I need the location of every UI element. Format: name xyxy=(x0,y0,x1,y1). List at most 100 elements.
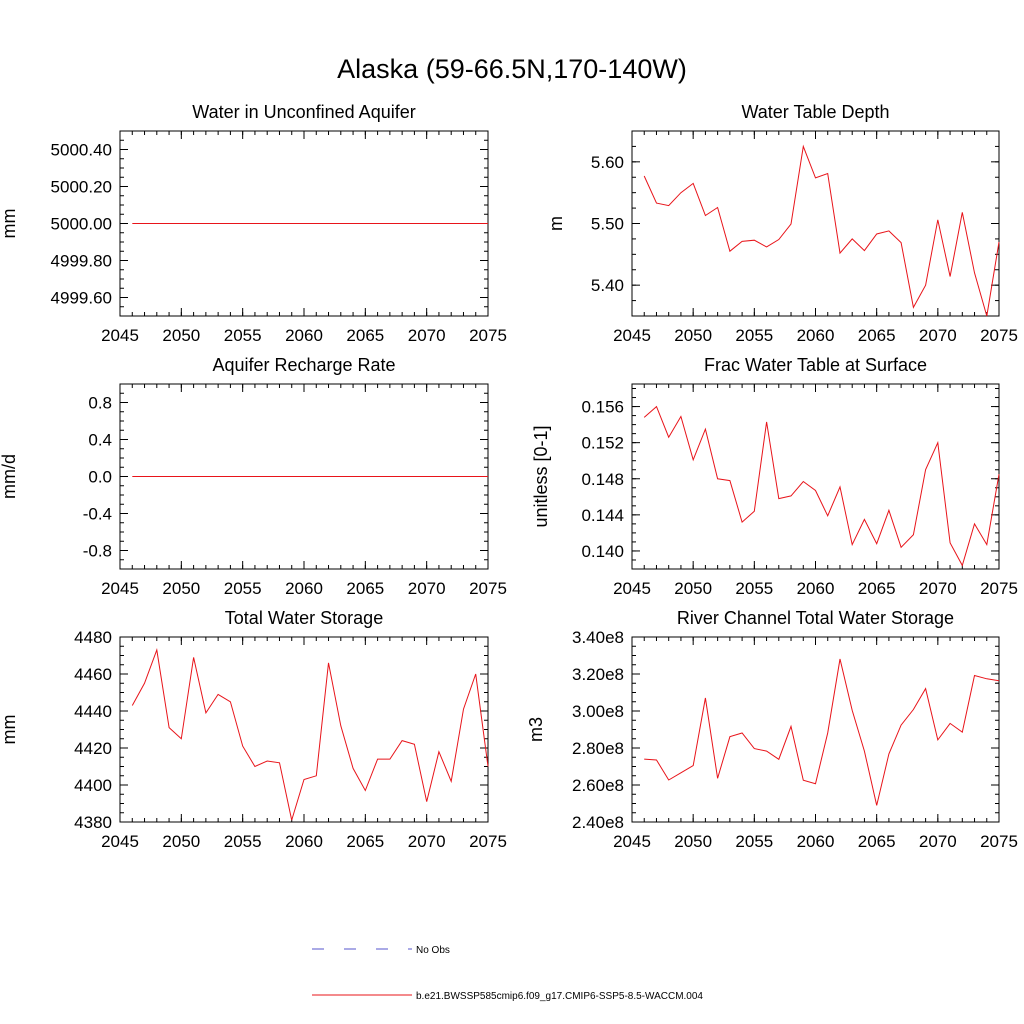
x-tick-label: 2045 xyxy=(613,326,651,345)
y-tick-label: 5000.40 xyxy=(51,141,112,160)
y-tick-label: 0.152 xyxy=(581,434,624,453)
x-tick-label: 2065 xyxy=(858,326,896,345)
legend-label-model: b.e21.BWSSP585cmip6.f09_g17.CMIP6-SSP5-8… xyxy=(416,991,703,1002)
y-tick-label: -0.8 xyxy=(83,542,112,561)
main-title: Alaska (59-66.5N,170-140W) xyxy=(337,54,687,84)
x-tick-label: 2070 xyxy=(919,326,957,345)
y-tick-label: 5000.00 xyxy=(51,215,112,234)
x-tick-label: 2075 xyxy=(469,832,507,851)
panel-title: Frac Water Table at Surface xyxy=(704,355,927,375)
y-tick-label: 4400 xyxy=(74,776,112,795)
panel-title: Total Water Storage xyxy=(225,608,383,628)
y-tick-label: 4999.60 xyxy=(51,289,112,308)
x-tick-label: 2055 xyxy=(224,579,262,598)
y-tick-label: 4999.80 xyxy=(51,252,112,271)
x-tick-label: 2075 xyxy=(980,326,1018,345)
y-tick-label: 3.00e8 xyxy=(572,702,624,721)
x-tick-label: 2045 xyxy=(613,579,651,598)
y-tick-label: 5.60 xyxy=(591,153,624,172)
y-tick-label: 2.80e8 xyxy=(572,739,624,758)
y-tick-label: -0.4 xyxy=(83,505,112,524)
y-tick-label: 2.60e8 xyxy=(572,776,624,795)
panel-river-channel-total-water-storage: 2045 2050 2055 2060 2065 2070 2075 2.40e8 2.60e8… xyxy=(526,608,1018,851)
plot-frame xyxy=(119,636,489,823)
y-tick-label: 0.0 xyxy=(88,468,112,487)
x-tick-label: 2070 xyxy=(408,579,446,598)
panel-title: Aquifer Recharge Rate xyxy=(212,355,395,375)
plot-frame xyxy=(631,383,1000,570)
x-tick-label: 2070 xyxy=(408,832,446,851)
y-tick-label: 3.20e8 xyxy=(572,665,624,684)
y-axis-label: mm/d xyxy=(0,454,19,499)
x-tick-label: 2065 xyxy=(858,579,896,598)
y-tick-label: 4460 xyxy=(74,665,112,684)
x-tick-label: 2070 xyxy=(408,326,446,345)
panel-total-water-storage: 2045 2050 2055 2060 2065 2070 2075 4380 4400 4420… xyxy=(0,608,507,851)
y-tick-label: 0.144 xyxy=(581,506,624,525)
x-tick-label: 2075 xyxy=(469,579,507,598)
series-line xyxy=(643,144,1000,317)
panel-title: Water in Unconfined Aquifer xyxy=(192,102,415,122)
x-tick-label: 2045 xyxy=(613,832,651,851)
y-tick-label: 5.40 xyxy=(591,276,624,295)
legend: No Obs b.e21.BWSSP585cmip6.f09_g17.CMIP6… xyxy=(312,945,703,1002)
x-tick-label: 2055 xyxy=(224,326,262,345)
y-axis-label: m3 xyxy=(526,717,546,742)
y-tick-label: 0.140 xyxy=(581,542,624,561)
x-tick-label: 2050 xyxy=(162,326,200,345)
x-tick-label: 2060 xyxy=(797,326,835,345)
x-tick-label: 2060 xyxy=(285,579,323,598)
x-tick-label: 2075 xyxy=(469,326,507,345)
y-axis-label: unitless [0-1] xyxy=(531,425,551,527)
y-tick-label: 4480 xyxy=(74,628,112,647)
x-tick-label: 2060 xyxy=(797,579,835,598)
panel-frac-water-table-at-surface: 2045 2050 2055 2060 2065 2070 2075 0.140 0.144 0.… xyxy=(531,355,1018,598)
panel-water-in-unconfined-aquifer: 2045 2050 2055 2060 2065 2070 2075 4999.60 4999.… xyxy=(0,102,507,345)
y-axis-label: mm xyxy=(0,209,19,239)
x-tick-label: 2060 xyxy=(285,832,323,851)
x-tick-label: 2060 xyxy=(285,326,323,345)
series-line xyxy=(131,648,489,821)
y-tick-label: 0.156 xyxy=(581,398,624,417)
x-tick-label: 2055 xyxy=(735,579,773,598)
x-tick-label: 2075 xyxy=(980,832,1018,851)
panel-water-table-depth: 2045 2050 2055 2060 2065 2070 2075 5.40 5.50 5.60… xyxy=(546,102,1018,345)
x-tick-label: 2065 xyxy=(346,832,384,851)
x-tick-label: 2070 xyxy=(919,832,957,851)
y-tick-label: 2.40e8 xyxy=(572,813,624,832)
x-tick-label: 2050 xyxy=(674,326,712,345)
panel-aquifer-recharge-rate: 2045 2050 2055 2060 2065 2070 2075 -0.8 -0.4 0.0 0… xyxy=(0,355,507,598)
x-tick-label: 2045 xyxy=(101,579,139,598)
y-tick-label: 4380 xyxy=(74,813,112,832)
y-tick-label: 3.40e8 xyxy=(572,628,624,647)
x-tick-label: 2065 xyxy=(858,832,896,851)
legend-label-no-obs: No Obs xyxy=(416,945,450,956)
x-tick-label: 2045 xyxy=(101,832,139,851)
panel-title: River Channel Total Water Storage xyxy=(677,608,954,628)
x-tick-label: 2045 xyxy=(101,326,139,345)
x-tick-label: 2055 xyxy=(224,832,262,851)
y-tick-label: 5.50 xyxy=(591,215,624,234)
x-tick-label: 2055 xyxy=(735,326,773,345)
x-tick-label: 2050 xyxy=(162,832,200,851)
y-tick-label: 0.8 xyxy=(88,394,112,413)
x-tick-label: 2065 xyxy=(346,579,384,598)
plot-frame xyxy=(631,130,1000,317)
y-tick-label: 4440 xyxy=(74,702,112,721)
panel-title: Water Table Depth xyxy=(741,102,889,122)
x-tick-label: 2050 xyxy=(674,579,712,598)
y-tick-label: 5000.20 xyxy=(51,178,112,197)
series-line xyxy=(643,405,1000,567)
x-tick-label: 2050 xyxy=(674,832,712,851)
y-axis-label: m xyxy=(546,216,566,231)
x-tick-label: 2075 xyxy=(980,579,1018,598)
y-axis-label: mm xyxy=(0,715,19,745)
x-tick-label: 2050 xyxy=(162,579,200,598)
series-line xyxy=(644,658,1000,806)
x-tick-label: 2060 xyxy=(797,832,835,851)
x-tick-label: 2065 xyxy=(346,326,384,345)
x-tick-label: 2055 xyxy=(735,832,773,851)
x-tick-label: 2070 xyxy=(919,579,957,598)
y-tick-label: 0.148 xyxy=(581,470,624,489)
